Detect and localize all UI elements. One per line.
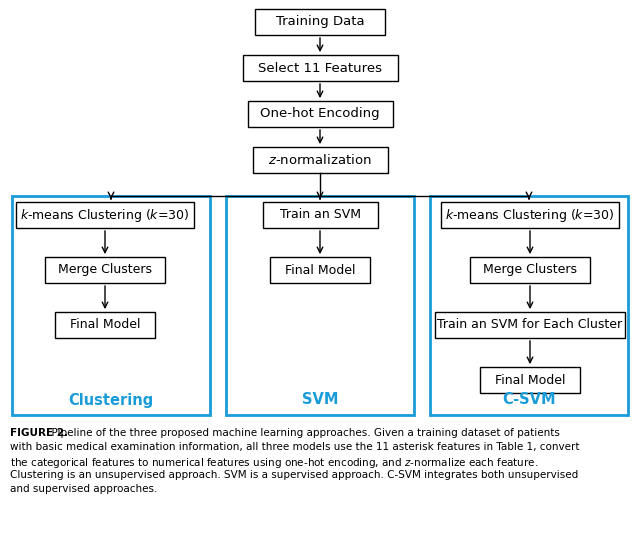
Text: Merge Clusters: Merge Clusters [483, 264, 577, 277]
FancyBboxPatch shape [270, 257, 370, 283]
Text: Pipeline of the three proposed machine learning approaches. Given a training dat: Pipeline of the three proposed machine l… [45, 428, 560, 438]
Text: $k$-means Clustering ($k$=30): $k$-means Clustering ($k$=30) [20, 207, 189, 224]
FancyBboxPatch shape [262, 202, 378, 228]
Text: Final Model: Final Model [495, 373, 565, 386]
FancyBboxPatch shape [470, 257, 590, 283]
Text: Merge Clusters: Merge Clusters [58, 264, 152, 277]
Text: Train an SVM for Each Cluster: Train an SVM for Each Cluster [437, 318, 623, 332]
Text: $k$-means Clustering ($k$=30): $k$-means Clustering ($k$=30) [445, 207, 614, 224]
Text: SVM: SVM [301, 393, 339, 408]
Text: Clustering is an unsupervised approach. SVM is a supervised approach. C-SVM inte: Clustering is an unsupervised approach. … [10, 470, 579, 480]
FancyBboxPatch shape [255, 9, 385, 35]
FancyBboxPatch shape [480, 367, 580, 393]
FancyBboxPatch shape [248, 101, 392, 127]
FancyBboxPatch shape [45, 257, 165, 283]
FancyBboxPatch shape [435, 312, 625, 338]
Text: with basic medical examination information, all three models use the 11 asterisk: with basic medical examination informati… [10, 442, 579, 452]
Text: $z$-normalization: $z$-normalization [268, 153, 372, 167]
Text: and supervised approaches.: and supervised approaches. [10, 484, 157, 494]
FancyBboxPatch shape [55, 312, 155, 338]
Text: Select 11 Features: Select 11 Features [258, 62, 382, 74]
Text: Clustering: Clustering [68, 393, 154, 408]
Text: C-SVM: C-SVM [502, 393, 556, 408]
FancyBboxPatch shape [253, 147, 387, 173]
Text: FIGURE 2.: FIGURE 2. [10, 428, 68, 438]
Text: Final Model: Final Model [70, 318, 140, 332]
Text: the categorical features to numerical features using one-hot encoding, and $z$-n: the categorical features to numerical fe… [10, 456, 538, 470]
FancyBboxPatch shape [16, 202, 194, 228]
FancyBboxPatch shape [441, 202, 619, 228]
Text: Final Model: Final Model [285, 264, 355, 277]
FancyBboxPatch shape [243, 55, 397, 81]
Text: Training Data: Training Data [276, 16, 364, 28]
Text: Train an SVM: Train an SVM [280, 209, 360, 221]
Text: One-hot Encoding: One-hot Encoding [260, 108, 380, 120]
